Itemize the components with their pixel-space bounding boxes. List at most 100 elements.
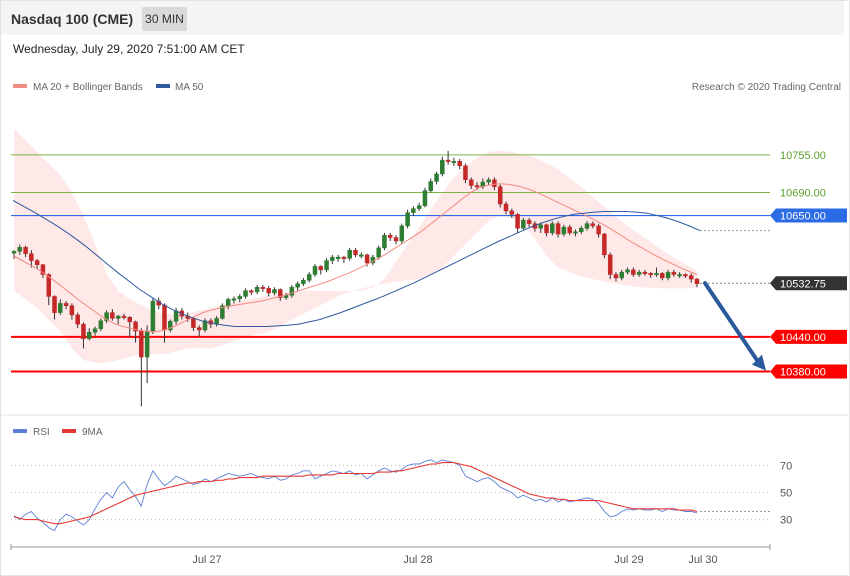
rsi-tick-label: 70	[780, 460, 792, 472]
level-tag-10650.00	[770, 208, 847, 223]
candle-body	[347, 249, 352, 259]
chart-header: Nasdaq 100 (CME) 30 MIN	[1, 1, 844, 35]
candle-body	[405, 212, 410, 227]
candle-body	[602, 233, 607, 256]
candle-body	[492, 179, 497, 187]
candle-body	[683, 274, 688, 277]
candle-body	[110, 312, 115, 319]
rsi-panel: 30 50 70	[11, 459, 792, 532]
candle-body	[503, 203, 509, 212]
candle-body	[341, 256, 347, 259]
candle-body	[335, 256, 341, 259]
level-label-10440.00: 10440.00	[780, 332, 826, 344]
bollinger-band-area	[14, 128, 697, 363]
candle-body	[63, 303, 69, 306]
rsi-legend-label: RSI	[33, 427, 50, 438]
candle-body	[98, 320, 104, 330]
candle-body	[497, 186, 503, 205]
level-label-10532.75: 10532.75	[780, 278, 826, 290]
candle-body	[312, 266, 318, 275]
candle-body	[411, 208, 416, 213]
candle-body	[428, 181, 433, 191]
forecast-arrow-head	[752, 354, 766, 371]
candle-body	[561, 226, 567, 235]
ma20-legend-label: MA 20 + Bollinger Bands	[33, 82, 143, 93]
level-tag-10380.00	[770, 364, 847, 379]
candle-body	[254, 286, 260, 293]
candle-body	[555, 223, 561, 235]
candle-body	[416, 205, 422, 209]
candle-body	[457, 160, 462, 167]
candle-body	[376, 247, 381, 258]
candle-body	[92, 328, 98, 333]
candle-body	[196, 327, 202, 331]
candle-body	[260, 286, 266, 289]
candle-body	[584, 223, 590, 229]
candle-body	[133, 321, 138, 332]
candle-body	[237, 296, 242, 300]
candle-body	[631, 269, 636, 275]
candle-body	[665, 271, 671, 279]
timestamp-line: Wednesday, July 29, 2020 7:51:00 AM CET	[13, 42, 245, 56]
candle-body	[642, 271, 648, 274]
candle-body	[81, 323, 86, 339]
candle-body	[58, 303, 63, 313]
candle-body	[359, 254, 364, 257]
forecast-arrow	[703, 281, 766, 371]
level-label-10690.00: 10690.00	[780, 187, 826, 199]
moving-averages	[12, 183, 701, 333]
ma9-legend-label: 9MA	[82, 427, 103, 438]
candle-body	[75, 314, 80, 325]
ma20-line	[13, 183, 698, 333]
candle-body	[46, 274, 51, 297]
candle-body	[225, 299, 231, 306]
candlestick-series	[11, 150, 700, 407]
candle-body	[364, 254, 370, 264]
candle-body	[115, 315, 121, 319]
time-tick-label: Jul 27	[192, 554, 221, 566]
candle-body	[440, 159, 445, 175]
candle-body	[295, 283, 300, 288]
rsi-ma9-line	[13, 462, 698, 525]
candle-body	[474, 185, 480, 188]
candle-body	[127, 316, 133, 323]
instrument-title: Nasdaq 100 (CME)	[11, 11, 134, 27]
time-tick-label: Jul 29	[614, 554, 643, 566]
timeframe-badge[interactable]: 30 MIN	[142, 7, 187, 31]
candle-body	[306, 274, 312, 281]
candle-body	[289, 286, 295, 296]
candle-body	[613, 274, 619, 279]
ma50-legend-swatch	[156, 84, 170, 88]
ma9-legend-swatch	[62, 429, 76, 433]
level-tag-10440.00	[770, 329, 847, 344]
ma20-legend-swatch	[13, 84, 27, 88]
candle-body	[144, 330, 150, 358]
level-label-10380.00: 10380.00	[780, 367, 826, 379]
candle-body	[162, 304, 167, 331]
candle-body	[654, 273, 659, 276]
level-label-10650.00: 10650.00	[780, 211, 826, 223]
candle-body	[526, 219, 532, 224]
candle-body	[688, 275, 694, 280]
time-axis: Jul 27 Jul 28 Jul 29 Jul 30	[10, 544, 771, 566]
candle-body	[550, 223, 555, 234]
ma50-legend-label: MA 50	[175, 82, 204, 93]
candle-body	[301, 280, 306, 284]
candle-body	[52, 296, 57, 313]
rsi-tick-label: 50	[780, 488, 792, 500]
rsi-line	[13, 459, 698, 532]
candle-body	[318, 266, 324, 271]
candle-body	[625, 269, 630, 273]
candle-body	[607, 254, 613, 275]
candle-body	[168, 321, 173, 331]
candle-body	[590, 223, 596, 227]
bollinger-bands	[14, 128, 697, 363]
candle-body	[578, 228, 584, 232]
candle-body	[272, 289, 277, 294]
candle-body	[636, 271, 642, 275]
candle-body	[17, 247, 23, 252]
candle-body	[694, 278, 700, 284]
candle-body	[353, 249, 358, 256]
candle-body	[393, 237, 399, 242]
